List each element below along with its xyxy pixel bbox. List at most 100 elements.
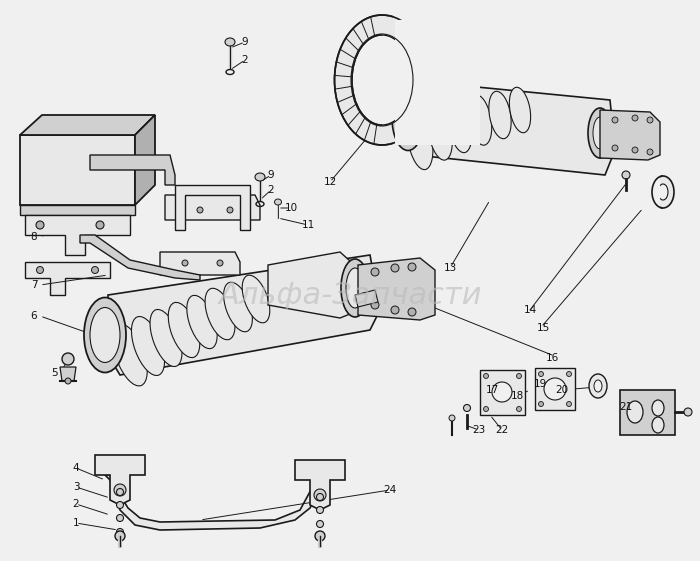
Polygon shape bbox=[25, 215, 130, 255]
Ellipse shape bbox=[315, 531, 325, 541]
Text: 21: 21 bbox=[620, 402, 633, 412]
Polygon shape bbox=[295, 460, 345, 510]
Ellipse shape bbox=[544, 378, 566, 400]
Text: 18: 18 bbox=[510, 391, 524, 401]
Ellipse shape bbox=[408, 263, 416, 271]
Ellipse shape bbox=[335, 15, 430, 145]
Text: 15: 15 bbox=[536, 323, 550, 333]
Polygon shape bbox=[108, 255, 380, 375]
Polygon shape bbox=[165, 195, 260, 220]
Ellipse shape bbox=[658, 184, 668, 200]
Ellipse shape bbox=[612, 145, 618, 151]
Ellipse shape bbox=[187, 295, 217, 348]
Ellipse shape bbox=[391, 306, 399, 314]
Ellipse shape bbox=[622, 171, 630, 179]
Ellipse shape bbox=[371, 268, 379, 276]
Polygon shape bbox=[175, 185, 250, 230]
Ellipse shape bbox=[116, 528, 123, 536]
Polygon shape bbox=[358, 258, 435, 320]
Ellipse shape bbox=[449, 415, 455, 421]
Ellipse shape bbox=[90, 307, 120, 362]
Text: 20: 20 bbox=[555, 385, 568, 395]
Ellipse shape bbox=[517, 374, 522, 379]
Text: Альфа-Запчасти: Альфа-Запчасти bbox=[218, 280, 482, 310]
Ellipse shape bbox=[223, 282, 253, 332]
Ellipse shape bbox=[566, 402, 571, 407]
Ellipse shape bbox=[484, 374, 489, 379]
Ellipse shape bbox=[398, 95, 418, 140]
Text: 8: 8 bbox=[31, 232, 37, 242]
Text: 22: 22 bbox=[496, 425, 509, 435]
Text: 13: 13 bbox=[443, 263, 456, 273]
Ellipse shape bbox=[65, 378, 71, 384]
Ellipse shape bbox=[538, 371, 543, 376]
Polygon shape bbox=[95, 455, 145, 505]
Ellipse shape bbox=[96, 221, 104, 229]
Ellipse shape bbox=[510, 88, 531, 133]
Polygon shape bbox=[620, 390, 675, 435]
Text: 19: 19 bbox=[533, 379, 547, 389]
Text: 6: 6 bbox=[31, 311, 37, 321]
Text: 9: 9 bbox=[267, 170, 274, 180]
Polygon shape bbox=[640, 175, 660, 210]
Text: 2: 2 bbox=[241, 55, 248, 65]
Text: 1: 1 bbox=[73, 518, 79, 528]
Text: 17: 17 bbox=[485, 385, 498, 395]
Polygon shape bbox=[90, 155, 175, 185]
Ellipse shape bbox=[150, 310, 182, 366]
Text: 3: 3 bbox=[73, 482, 79, 492]
Polygon shape bbox=[268, 252, 360, 318]
Ellipse shape bbox=[652, 417, 664, 433]
Ellipse shape bbox=[484, 407, 489, 412]
Ellipse shape bbox=[36, 266, 43, 274]
Ellipse shape bbox=[227, 207, 233, 213]
Ellipse shape bbox=[392, 85, 424, 150]
Ellipse shape bbox=[116, 502, 123, 508]
Polygon shape bbox=[25, 262, 110, 295]
Ellipse shape bbox=[463, 404, 470, 412]
Text: 2: 2 bbox=[267, 185, 274, 195]
Ellipse shape bbox=[566, 371, 571, 376]
Ellipse shape bbox=[116, 489, 123, 495]
Ellipse shape bbox=[538, 402, 543, 407]
Text: 23: 23 bbox=[473, 425, 486, 435]
Ellipse shape bbox=[684, 408, 692, 416]
Polygon shape bbox=[480, 370, 525, 415]
Polygon shape bbox=[405, 80, 615, 175]
Polygon shape bbox=[395, 20, 480, 145]
Ellipse shape bbox=[36, 221, 44, 229]
Ellipse shape bbox=[371, 301, 379, 309]
Ellipse shape bbox=[255, 173, 265, 181]
Polygon shape bbox=[105, 475, 320, 530]
Text: 10: 10 bbox=[284, 203, 298, 213]
Ellipse shape bbox=[588, 108, 612, 158]
Ellipse shape bbox=[168, 302, 200, 357]
Ellipse shape bbox=[114, 484, 126, 496]
Ellipse shape bbox=[492, 382, 512, 402]
Ellipse shape bbox=[652, 400, 664, 416]
Ellipse shape bbox=[589, 374, 607, 398]
Text: 12: 12 bbox=[323, 177, 337, 187]
Ellipse shape bbox=[341, 259, 369, 317]
Ellipse shape bbox=[408, 308, 416, 316]
Ellipse shape bbox=[612, 117, 618, 123]
Ellipse shape bbox=[647, 149, 653, 155]
Polygon shape bbox=[600, 110, 660, 160]
Ellipse shape bbox=[428, 104, 452, 160]
Ellipse shape bbox=[274, 199, 281, 205]
Ellipse shape bbox=[115, 531, 125, 541]
Text: 16: 16 bbox=[545, 353, 559, 363]
Ellipse shape bbox=[92, 266, 99, 274]
Ellipse shape bbox=[517, 407, 522, 412]
Ellipse shape bbox=[352, 35, 412, 125]
Ellipse shape bbox=[182, 260, 188, 266]
Text: 7: 7 bbox=[31, 280, 37, 290]
Polygon shape bbox=[535, 368, 575, 410]
Ellipse shape bbox=[593, 117, 607, 149]
Ellipse shape bbox=[448, 99, 472, 153]
Text: 11: 11 bbox=[302, 220, 314, 230]
Ellipse shape bbox=[314, 489, 326, 501]
Text: 5: 5 bbox=[52, 368, 58, 378]
Ellipse shape bbox=[132, 316, 164, 375]
Ellipse shape bbox=[407, 111, 433, 169]
